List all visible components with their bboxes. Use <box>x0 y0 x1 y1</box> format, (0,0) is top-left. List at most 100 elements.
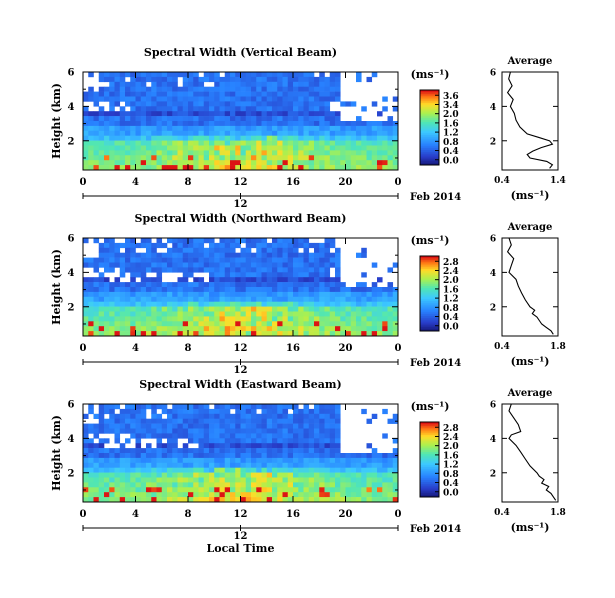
heatmap-cell <box>340 477 346 483</box>
heatmap-cell <box>88 423 94 429</box>
heatmap-cell <box>266 247 273 253</box>
heatmap-cell <box>214 76 220 83</box>
heatmap-cell <box>387 291 394 298</box>
heatmap-cell <box>214 497 220 503</box>
heatmap-cell <box>193 145 199 151</box>
heatmap-cell <box>298 433 304 439</box>
heatmap-cell <box>219 418 226 424</box>
heatmap-cell <box>188 272 194 278</box>
heatmap-cell <box>146 106 152 112</box>
heatmap-cell <box>371 135 378 141</box>
heatmap-cell <box>83 91 89 97</box>
heatmap-cell <box>272 287 278 293</box>
heatmap-cell <box>224 160 231 166</box>
heatmap-cell <box>366 487 373 493</box>
heatmap-cell <box>214 492 220 498</box>
heatmap-cell <box>140 316 147 322</box>
colorbar-segment <box>420 310 439 313</box>
colorbar-segment <box>420 114 439 117</box>
heatmap-cell <box>377 165 383 171</box>
heatmap-cell <box>314 306 320 312</box>
heatmap-cell <box>203 91 210 97</box>
heatmap-cell <box>230 311 236 317</box>
heatmap-cell <box>319 497 325 503</box>
heatmap-cell <box>209 311 215 317</box>
heatmap-cell <box>109 257 115 263</box>
heatmap-cell <box>188 135 194 141</box>
heatmap-cell <box>130 296 136 302</box>
heatmap-cell <box>329 91 336 97</box>
heatmap-cell <box>219 423 226 429</box>
heatmap-cell <box>324 413 331 419</box>
heatmap-cell <box>224 433 231 439</box>
heatmap-cell <box>356 326 362 332</box>
heatmap-cell <box>198 247 205 253</box>
heatmap-cell <box>240 492 247 498</box>
heatmap-cell <box>361 472 367 478</box>
heatmap-cell <box>371 316 378 322</box>
heatmap-cell <box>188 252 194 258</box>
heatmap-cell <box>319 438 325 444</box>
heatmap-cell <box>125 291 131 298</box>
heatmap-cell <box>245 76 252 83</box>
heatmap-cell <box>387 467 394 473</box>
heatmap-cell <box>335 267 341 273</box>
heatmap-cell <box>251 91 257 97</box>
heatmap-cell <box>298 291 304 298</box>
heatmap-cell <box>256 272 262 278</box>
heatmap-cell <box>119 242 126 249</box>
heatmap-cell <box>308 306 315 312</box>
heatmap-cell <box>335 487 341 493</box>
heatmap-cell <box>293 125 299 132</box>
heatmap-cell <box>266 433 273 439</box>
heatmap-cell <box>193 462 199 468</box>
heatmap-cell <box>98 130 105 136</box>
heatmap-cell <box>224 272 231 278</box>
heatmap-cell <box>172 467 178 473</box>
heatmap-cell <box>177 140 184 146</box>
heatmap-cell <box>224 116 231 122</box>
heatmap-cell <box>356 296 362 302</box>
heatmap-cell <box>282 101 289 107</box>
heatmap-cell <box>245 423 252 429</box>
heatmap-cell <box>287 287 294 293</box>
heatmap-cell <box>172 296 178 302</box>
heatmap-cell <box>303 242 310 249</box>
heatmap-cell <box>314 242 320 249</box>
heatmap-cell <box>272 428 278 434</box>
heatmap-cell <box>135 453 142 459</box>
heatmap-cell <box>130 326 136 332</box>
heatmap-cell <box>319 257 325 263</box>
heatmap-cell <box>125 111 131 117</box>
heatmap-cell <box>135 125 142 132</box>
heatmap-cell <box>114 497 121 503</box>
heatmap-cell <box>287 404 294 410</box>
heatmap-cell <box>245 331 252 337</box>
heatmap-cell <box>356 135 362 141</box>
heatmap-cell <box>140 287 147 293</box>
heatmap-cell <box>256 433 262 439</box>
heatmap-cell <box>88 150 94 156</box>
y-tick-label: 6 <box>68 234 75 245</box>
heatmap-cell <box>98 242 105 249</box>
heatmap-cell <box>308 121 315 127</box>
heatmap-cell <box>161 116 168 122</box>
colorbar-segment <box>420 105 439 108</box>
heatmap-cell <box>282 408 289 415</box>
heatmap-cell <box>377 321 383 327</box>
heatmap-cell <box>98 160 105 166</box>
heatmap-cell <box>193 311 199 317</box>
heatmap-cell <box>329 306 336 312</box>
heatmap-cell <box>356 150 362 156</box>
heatmap-cell <box>130 272 136 278</box>
heatmap-cell <box>392 438 399 444</box>
colorbar-segment <box>420 431 439 434</box>
heatmap-cell <box>119 106 126 112</box>
heatmap-cell <box>335 121 341 127</box>
heatmap-cell <box>188 72 194 78</box>
heatmap-cell <box>245 272 252 278</box>
heatmap-cell <box>308 423 315 429</box>
heatmap-cell <box>272 291 278 298</box>
heatmap-cell <box>335 321 341 327</box>
heatmap-cell <box>119 482 126 488</box>
